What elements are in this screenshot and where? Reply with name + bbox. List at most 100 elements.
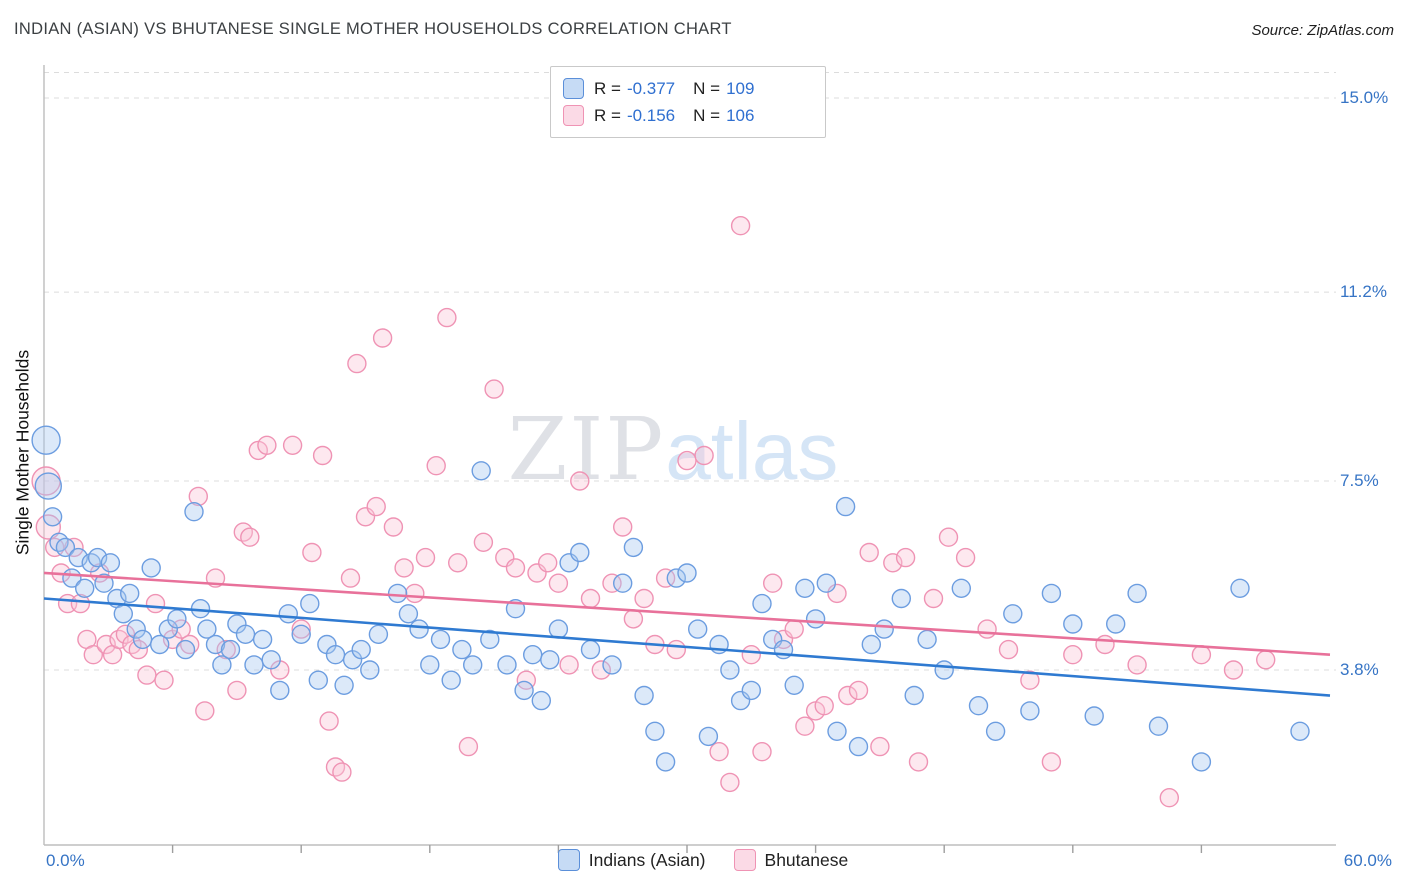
scatter-point-indian — [420, 655, 440, 675]
scatter-point-indian — [141, 558, 161, 578]
scatter-point-indian — [278, 604, 298, 624]
scatter-point-bhutanese — [448, 553, 468, 573]
scatter-point-indian — [540, 650, 560, 670]
scatter-point-indian — [261, 650, 281, 670]
scatter-point-indian — [31, 425, 61, 455]
scatter-point-bhutanese — [955, 547, 976, 568]
scatter-point-bhutanese — [195, 701, 215, 721]
scatter-point-indian — [548, 619, 569, 639]
scatter-point-indian — [175, 639, 196, 660]
scatter-point-bhutanese — [505, 558, 526, 578]
scatter-point-bhutanese — [394, 558, 414, 578]
scatter-point-bhutanese — [1063, 645, 1083, 665]
scatter-point-bhutanese — [484, 379, 504, 399]
scatter-point-bhutanese — [784, 619, 804, 639]
n-value-indian: 109 — [726, 78, 755, 98]
scatter-point-indian — [360, 660, 380, 680]
scatter-point-bhutanese — [473, 532, 494, 552]
scatter-point-bhutanese — [1020, 670, 1040, 690]
scatter-point-indian — [645, 721, 665, 741]
scatter-point-bhutanese — [908, 752, 929, 772]
scatter-point-bhutanese — [1159, 788, 1180, 808]
y-tick-label-11-2: 11.2% — [1340, 282, 1387, 301]
indian-series-swatch — [563, 78, 584, 99]
scatter-point-bhutanese — [35, 514, 61, 540]
scatter-point-bhutanese — [128, 639, 149, 660]
scatter-point-indian — [874, 619, 894, 639]
scatter-point-indian — [167, 609, 187, 629]
scatter-point-bhutanese — [694, 445, 714, 466]
scatter-point-indian — [205, 634, 226, 655]
scatter-point-indian — [784, 675, 804, 695]
scatter-point-indian — [252, 629, 273, 650]
scatter-point-bhutanese — [145, 593, 166, 614]
scatter-point-bhutanese — [870, 736, 890, 757]
scatter-point-indian — [1230, 578, 1250, 598]
scatter-point-bhutanese — [216, 639, 236, 660]
scatter-point-indian — [655, 752, 676, 772]
scatter-point-indian — [934, 660, 954, 680]
scatter-point-indian — [291, 624, 311, 644]
scatter-point-indian — [409, 619, 429, 639]
bottom-legend: Indians (Asian) Bhutanese — [0, 849, 1406, 871]
scatter-point-indian — [42, 507, 63, 527]
scatter-point-bhutanese — [559, 655, 579, 675]
scatter-point-bhutanese — [838, 685, 858, 706]
scatter-point-indian — [1127, 583, 1147, 604]
n-label-bhutanese: N = — [693, 105, 721, 125]
scatter-point-bhutanese — [795, 716, 815, 736]
scatter-point-bhutanese — [998, 639, 1019, 660]
scatter-point-indian — [1063, 614, 1083, 634]
scatter-point-bhutanese — [895, 547, 916, 568]
scatter-point-bhutanese — [426, 456, 446, 476]
x-axis-min-label: 0.0% — [46, 851, 85, 870]
legend-item-bhutanese: Bhutanese — [733, 849, 848, 871]
scatter-point-bhutanese — [859, 542, 879, 563]
scatter-point-indian — [49, 532, 69, 552]
scatter-point-bhutanese — [1223, 660, 1244, 680]
scatter-point-indian — [602, 655, 622, 675]
scatter-point-bhutanese — [437, 307, 457, 328]
stats-row-bhutanese: R = -0.156 N = 106 — [563, 102, 813, 129]
scatter-point-indian — [613, 573, 633, 593]
n-label-indian: N = — [693, 78, 721, 98]
scatter-point-bhutanese — [233, 522, 254, 542]
source-credit: Source: ZipAtlas.com — [1251, 22, 1394, 39]
legend-label-indian: Indians (Asian) — [588, 849, 706, 870]
scatter-point-indian — [55, 537, 76, 558]
scatter-point-bhutanese — [752, 742, 772, 762]
scatter-point-indian — [1148, 716, 1169, 736]
scatter-point-indian — [666, 568, 686, 588]
scatter-point-indian — [531, 690, 551, 711]
scatter-point-indian — [1003, 604, 1023, 624]
scatter-point-bhutanese — [623, 609, 644, 629]
r-label-indian: R = — [594, 78, 621, 98]
scatter-point-indian — [471, 461, 491, 481]
legend-item-indian: Indians (Asian) — [557, 849, 706, 871]
scatter-point-bhutanese — [291, 619, 311, 639]
scatter-point-bhutanese — [591, 660, 611, 680]
scatter-point-bhutanese — [634, 588, 654, 609]
bhutanese-series-swatch — [563, 105, 584, 126]
trend-line-indian — [43, 597, 1331, 697]
scatter-point-bhutanese — [154, 670, 174, 690]
scatter-point-indian — [441, 670, 461, 690]
scatter-point-bhutanese — [1255, 650, 1276, 670]
scatter-point-bhutanese — [666, 639, 686, 660]
legend-swatch-indian — [557, 849, 580, 871]
scatter-point-indian — [1290, 721, 1310, 741]
scatter-point-indian — [570, 542, 590, 563]
scatter-point-bhutanese — [848, 680, 869, 701]
scatter-point-bhutanese — [227, 680, 247, 701]
scatter-point-indian — [100, 553, 121, 573]
r-value-bhutanese: -0.156 — [626, 105, 676, 125]
scatter-point-bhutanese — [570, 471, 590, 491]
scatter-point-bhutanese — [137, 665, 157, 685]
scatter-point-indian — [132, 629, 153, 650]
scatter-point-bhutanese — [383, 517, 404, 537]
scatter-point-indian — [368, 624, 389, 644]
scatter-point-bhutanese — [1191, 645, 1212, 665]
scatter-point-bhutanese — [613, 517, 633, 537]
r-value-indian: -0.377 — [626, 78, 676, 98]
